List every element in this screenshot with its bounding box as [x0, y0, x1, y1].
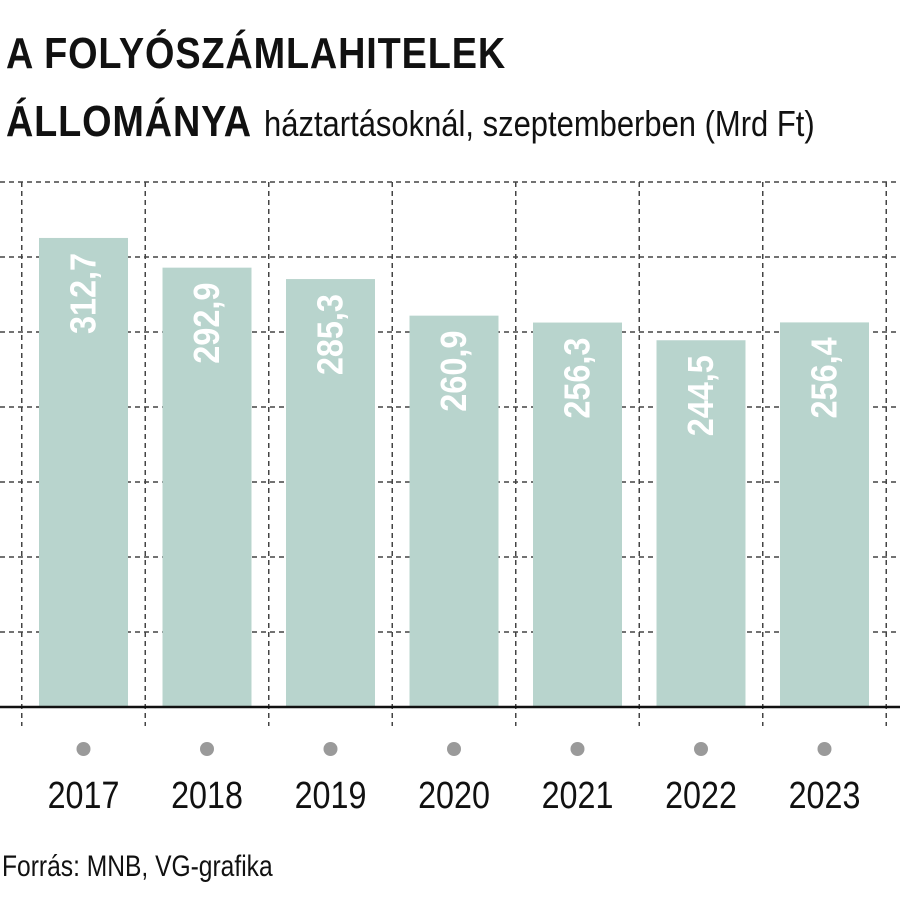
- chart-title-line1: A FOLYÓSZÁMLAHITELEK: [6, 29, 507, 78]
- chart-title-main: ÁLLOMÁNYA: [6, 97, 253, 146]
- bar-value-label: 244,5: [681, 355, 721, 436]
- bar-2023: [780, 322, 869, 707]
- x-tick-label-2020: 2020: [418, 775, 490, 817]
- x-tick-label-2017: 2017: [48, 775, 120, 817]
- category-marker-dot: [817, 742, 832, 756]
- bar-2020: [409, 315, 499, 707]
- bar-value-label: 312,7: [64, 253, 104, 334]
- chart-title-line2: ÁLLOMÁNYA háztartásoknál, szeptemberben (…: [6, 100, 815, 144]
- category-marker-dot: [694, 742, 708, 756]
- bar-2022: [656, 340, 746, 707]
- bar-2018: [162, 267, 252, 707]
- bar-value-label: 292,9: [187, 283, 227, 364]
- chart-subtitle: háztartásoknál, szeptemberben (Mrd Ft): [264, 103, 815, 144]
- x-tick-label-2023: 2023: [789, 775, 861, 817]
- source-note: Forrás: MNB, VG-grafika: [2, 850, 273, 883]
- category-marker-dot: [447, 742, 461, 756]
- bars: 312,7 292,9 285,3 260,9 256,3 244,5 256,4: [39, 237, 869, 707]
- category-markers: [76, 742, 832, 756]
- x-tick-label-2021: 2021: [542, 775, 614, 817]
- category-marker-dot: [323, 742, 338, 756]
- bar-value-label: 256,3: [558, 338, 598, 419]
- x-tick-label-2018: 2018: [171, 775, 243, 817]
- x-tick-labels: 2017 2018 2019 2020 2021 2022 2023: [48, 775, 861, 817]
- bar-value-label: 285,3: [311, 294, 351, 375]
- x-tick-label-2019: 2019: [295, 775, 367, 817]
- x-tick-label-2022: 2022: [665, 775, 737, 817]
- category-marker-dot: [570, 742, 585, 756]
- bar-2021: [533, 322, 622, 707]
- bar-2017: [39, 237, 128, 707]
- category-marker-dot: [200, 742, 214, 756]
- bar-2019: [286, 279, 375, 707]
- bar-value-label: 260,9: [434, 331, 474, 412]
- bar-value-label: 256,4: [805, 337, 845, 418]
- category-marker-dot: [76, 742, 91, 756]
